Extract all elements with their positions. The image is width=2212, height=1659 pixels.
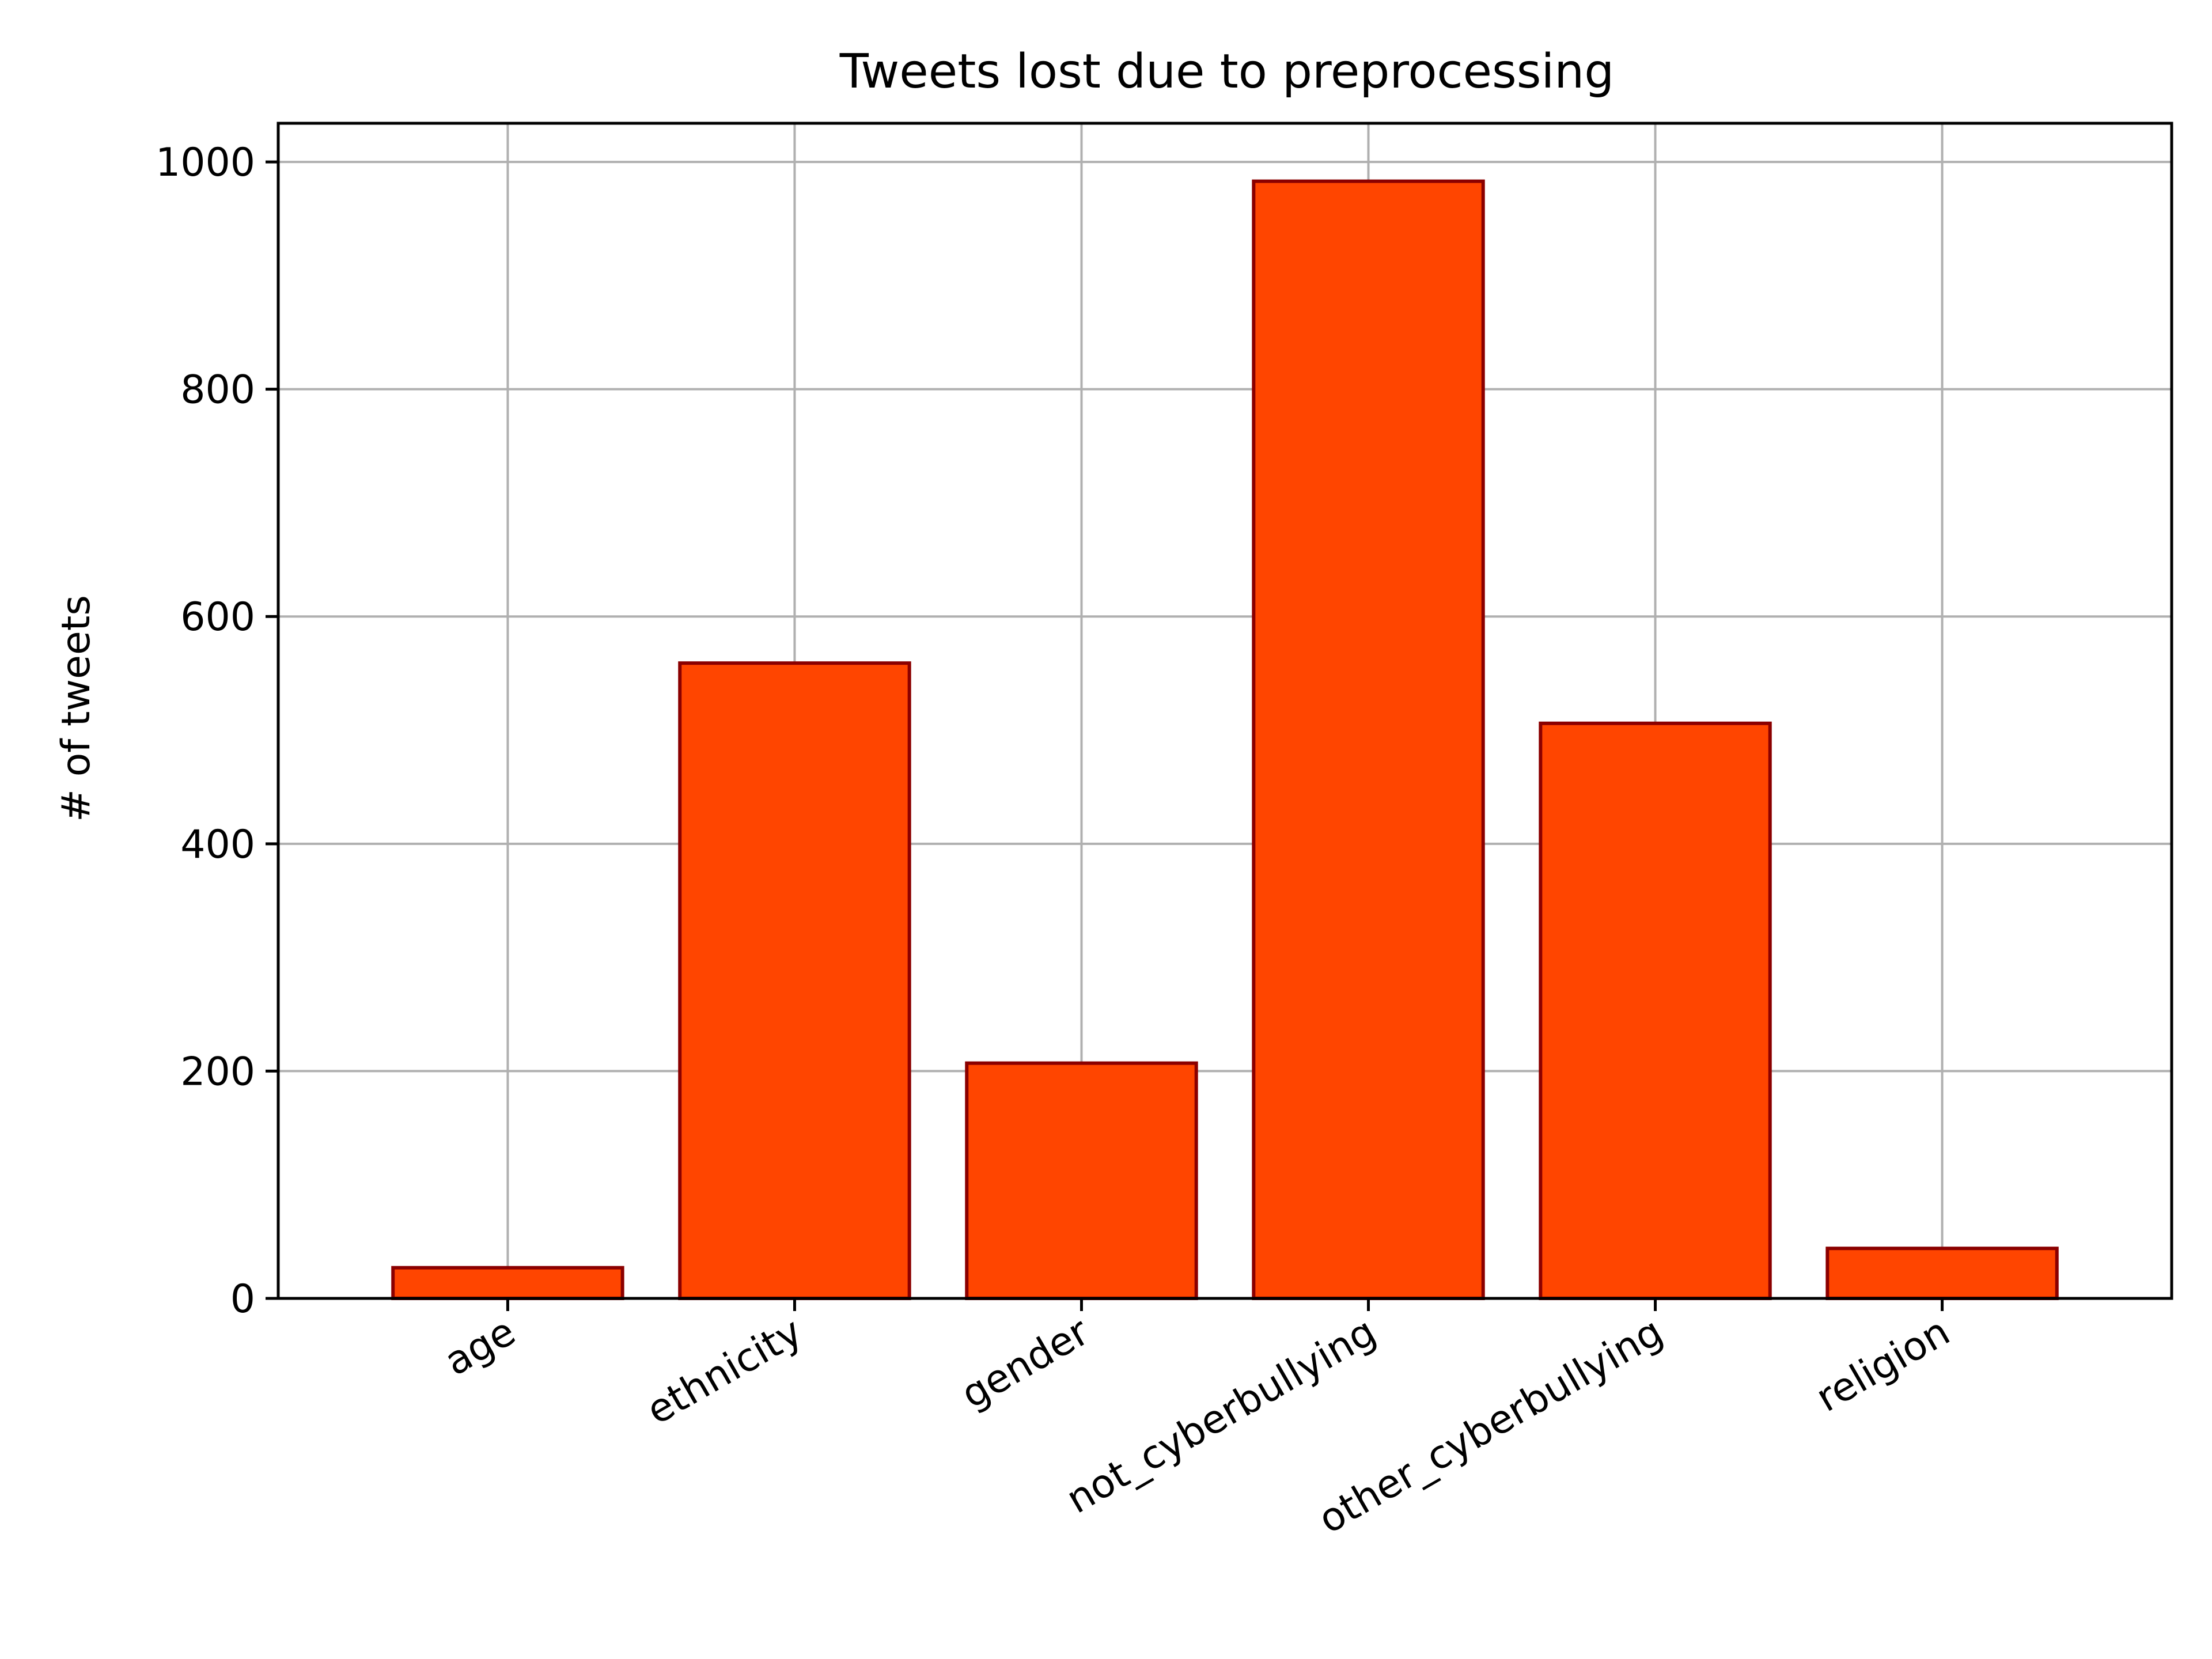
y-tick-label: 400	[180, 822, 255, 868]
bar-other_cyberbullying	[1539, 721, 1772, 1300]
axes	[276, 122, 2173, 1300]
bar-not_cyberbullying	[1252, 179, 1485, 1301]
y-axis-label: # of tweets	[54, 595, 99, 822]
chart-title: Tweets lost due to preprocessing	[839, 44, 1615, 99]
bar-religion	[1825, 1247, 2059, 1300]
y-tick-label: 800	[180, 368, 255, 413]
y-tick-label: 200	[180, 1049, 255, 1094]
y-tick-label: 600	[180, 594, 255, 640]
y-tick-label: 1000	[156, 140, 255, 185]
bar-ethnicity	[678, 661, 911, 1300]
plot-frame	[276, 122, 2173, 1300]
bar-age	[391, 1266, 624, 1301]
bar-gender	[965, 1061, 1198, 1301]
y-tick-label: 0	[230, 1277, 255, 1322]
y-axis-ticks: 0 200 400 600 800 1000	[156, 140, 278, 1322]
bars	[391, 179, 2059, 1301]
